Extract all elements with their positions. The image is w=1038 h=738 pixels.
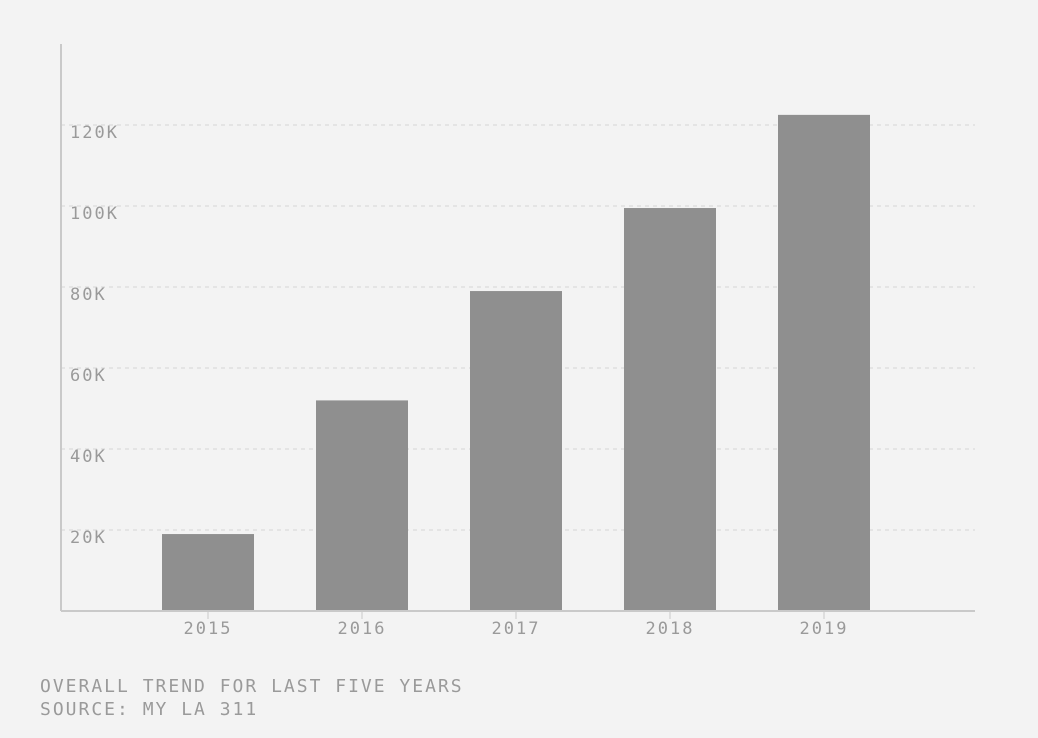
y-tick-label: 80K xyxy=(70,285,107,305)
bar xyxy=(470,291,562,611)
chart-caption: OVERALL TREND FOR LAST FIVE YEARS xyxy=(40,676,464,697)
x-tick-label: 2017 xyxy=(492,619,541,639)
x-tick-label: 2015 xyxy=(184,619,233,639)
y-tick-label: 60K xyxy=(70,366,107,386)
source-caption: SOURCE: MY LA 311 xyxy=(40,699,259,720)
bar xyxy=(162,534,254,611)
x-tick-label: 2019 xyxy=(800,619,849,639)
x-tick-label: 2018 xyxy=(646,619,695,639)
x-tick-label: 2016 xyxy=(338,619,387,639)
y-tick-label: 100K xyxy=(70,204,119,224)
y-tick-label: 120K xyxy=(70,123,119,143)
y-tick-label: 20K xyxy=(70,528,107,548)
bar xyxy=(778,114,870,611)
bar xyxy=(316,400,408,611)
y-tick-label: 40K xyxy=(70,447,107,467)
bar xyxy=(624,208,716,611)
